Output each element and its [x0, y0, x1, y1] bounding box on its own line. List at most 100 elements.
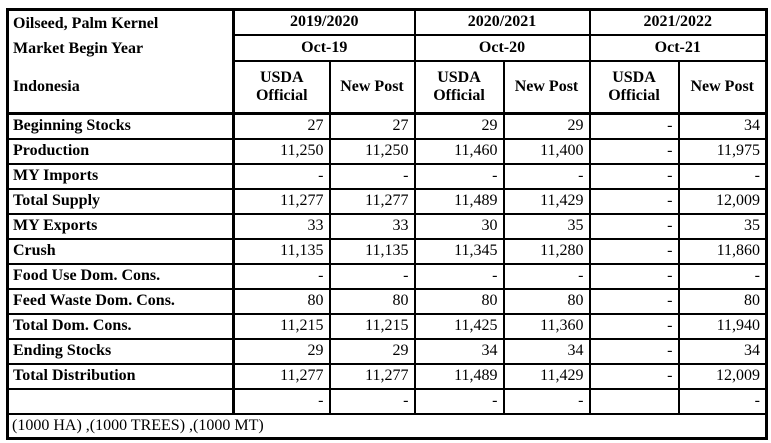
value-cell: -: [328, 262, 416, 290]
value-cell: -: [677, 262, 768, 290]
value-cell: 11,940: [677, 312, 768, 340]
table-row: MY Exports 33 33 30 35 - 35: [6, 212, 768, 240]
units-row: (1000 HA) ,(1000 TREES) ,(1000 MT): [6, 412, 768, 440]
value-cell: -: [588, 362, 680, 390]
value-cell: -: [588, 112, 680, 140]
psd-commodity-table: Oilseed, Palm Kernel Market Begin Year I…: [6, 8, 768, 440]
value-cell: 11,489: [413, 187, 505, 215]
value-cell: 27: [328, 112, 416, 140]
market-begin-oct-21: Oct-21: [588, 33, 768, 62]
value-cell: 11,280: [502, 237, 591, 265]
value-cell: 11,860: [677, 237, 768, 265]
value-cell: 11,215: [328, 312, 416, 340]
value-cell: 80: [677, 287, 768, 315]
value-cell: 11,975: [677, 137, 768, 165]
row-label: Feed Waste Dom. Cons.: [6, 287, 235, 315]
value-cell: 80: [502, 287, 591, 315]
value-cell: 34: [502, 337, 591, 365]
value-cell: 11,277: [232, 187, 331, 215]
value-cell: 11,250: [232, 137, 331, 165]
row-label: Total Dom. Cons.: [6, 312, 235, 340]
value-cell: 33: [328, 212, 416, 240]
usda-official-header: USDA Official: [588, 59, 680, 115]
value-cell: -: [588, 337, 680, 365]
value-cell: -: [588, 187, 680, 215]
value-cell: 27: [232, 112, 331, 140]
value-cell: 12,009: [677, 362, 768, 390]
value-cell: -: [588, 162, 680, 190]
value-cell: 11,345: [413, 237, 505, 265]
value-cell: 34: [413, 337, 505, 365]
value-cell: 29: [232, 337, 331, 365]
units-footnote: (1000 HA) ,(1000 TREES) ,(1000 MT): [6, 412, 768, 440]
value-cell: -: [232, 162, 331, 190]
value-cell: -: [232, 387, 331, 415]
row-label: Crush: [6, 237, 235, 265]
table-row: Feed Waste Dom. Cons. 80 80 80 80 - 80: [6, 287, 768, 315]
market-begin-row: Oct-19 Oct-20 Oct-21: [8, 33, 768, 62]
value-cell: 29: [328, 337, 416, 365]
value-cell: -: [502, 387, 591, 415]
value-cell: 11,400: [502, 137, 591, 165]
value-cell: 80: [232, 287, 331, 315]
psd-table-header: Oilseed, Palm Kernel Market Begin Year I…: [6, 8, 768, 115]
row-label: Total Supply: [6, 187, 235, 215]
country-label: Indonesia: [13, 78, 80, 96]
row-label: Food Use Dom. Cons.: [6, 262, 235, 290]
table-row: Production 11,250 11,250 11,460 11,400 -…: [6, 137, 768, 165]
table-title-cell: Oilseed, Palm Kernel Market Begin Year I…: [6, 8, 235, 115]
value-cell: -: [588, 137, 680, 165]
value-cell: -: [588, 287, 680, 315]
row-label: MY Imports: [6, 162, 235, 190]
market-begin-oct-20: Oct-20: [413, 33, 591, 62]
psd-table-body: Beginning Stocks 27 27 29 29 - 34 Produc…: [6, 112, 768, 415]
psd-table-footer: (1000 HA) ,(1000 TREES) ,(1000 MT): [6, 412, 768, 440]
new-post-header: New Post: [502, 59, 591, 115]
row-label: Ending Stocks: [6, 337, 235, 365]
value-cell: 11,277: [232, 362, 331, 390]
usda-official-header: USDA Official: [232, 59, 331, 115]
value-cell: -: [232, 262, 331, 290]
value-cell: 11,250: [328, 137, 416, 165]
table-row: Total Dom. Cons. 11,215 11,215 11,425 11…: [6, 312, 768, 340]
value-cell: 11,429: [502, 362, 591, 390]
row-label: Production: [6, 137, 235, 165]
value-cell: -: [328, 387, 416, 415]
year-header-2020-2021: 2020/2021: [413, 8, 591, 36]
value-cell: 35: [677, 212, 768, 240]
value-cell: 11,277: [328, 362, 416, 390]
value-cell: -: [328, 162, 416, 190]
value-cell: 11,425: [413, 312, 505, 340]
table-row: Crush 11,135 11,135 11,345 11,280 - 11,8…: [6, 237, 768, 265]
value-cell: 11,215: [232, 312, 331, 340]
table-row: - - - - -: [6, 387, 768, 415]
value-cell: [588, 387, 680, 415]
usda-official-header: USDA Official: [413, 59, 505, 115]
row-label: MY Exports: [6, 212, 235, 240]
new-post-header: New Post: [677, 59, 768, 115]
table-row: Ending Stocks 29 29 34 34 - 34: [6, 337, 768, 365]
row-label: Total Distribution: [6, 362, 235, 390]
market-begin-oct-19: Oct-19: [232, 33, 416, 62]
new-post-header: New Post: [328, 59, 416, 115]
value-cell: -: [413, 387, 505, 415]
row-label: [6, 387, 235, 415]
value-cell: 11,489: [413, 362, 505, 390]
value-cell: 35: [502, 212, 591, 240]
value-cell: 11,360: [502, 312, 591, 340]
value-cell: -: [677, 162, 768, 190]
value-cell: -: [502, 162, 591, 190]
market-begin-year-label: Market Begin Year: [13, 40, 144, 58]
row-label: Beginning Stocks: [6, 112, 235, 140]
value-cell: 34: [677, 112, 768, 140]
value-cell: -: [588, 237, 680, 265]
value-cell: -: [588, 262, 680, 290]
value-cell: -: [588, 312, 680, 340]
value-cell: 33: [232, 212, 331, 240]
value-cell: -: [588, 212, 680, 240]
value-cell: 11,277: [328, 187, 416, 215]
table-row: MY Imports - - - - - -: [6, 162, 768, 190]
commodity-title: Oilseed, Palm Kernel: [13, 14, 159, 32]
value-cell: 29: [413, 112, 505, 140]
table-row: Total Distribution 11,277 11,277 11,489 …: [6, 362, 768, 390]
